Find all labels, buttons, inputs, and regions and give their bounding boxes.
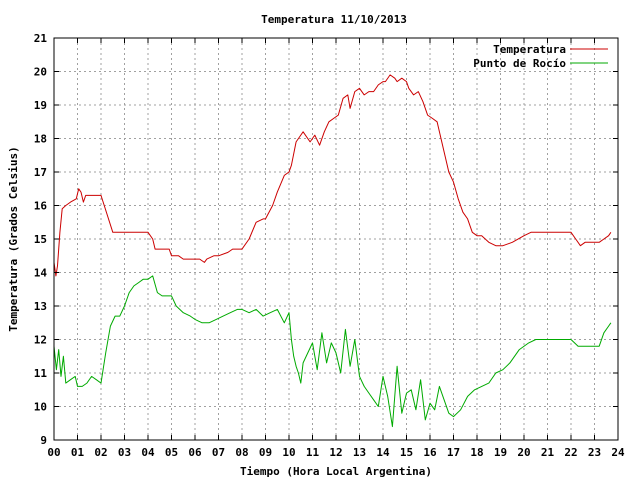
series-layer bbox=[53, 74, 612, 428]
y-tick-label: 15 bbox=[34, 233, 47, 246]
y-tick-label: 20 bbox=[34, 66, 47, 79]
y-tick-label: 9 bbox=[40, 434, 47, 447]
legend-label-0: Temperatura bbox=[493, 43, 566, 56]
x-tick-label: 12 bbox=[329, 446, 342, 459]
x-tick-label: 20 bbox=[517, 446, 530, 459]
x-axis-ticks: 00 01 02 03 04 05 06 07 08 09 10 11 12 13 14 15 16 17 18 19… bbox=[47, 38, 625, 459]
x-tick-label: 03 bbox=[118, 446, 131, 459]
series-line-0 bbox=[53, 74, 612, 277]
grid-lines bbox=[54, 38, 618, 440]
y-tick-label: 21 bbox=[34, 32, 48, 45]
series-line-1 bbox=[53, 275, 612, 428]
x-tick-label: 17 bbox=[447, 446, 460, 459]
x-tick-label: 24 bbox=[611, 446, 625, 459]
chart-title: Temperatura 11/10/2013 bbox=[261, 13, 407, 26]
y-tick-label: 13 bbox=[34, 300, 47, 313]
y-tick-label: 14 bbox=[34, 267, 48, 280]
x-tick-label: 11 bbox=[306, 446, 320, 459]
y-tick-label: 12 bbox=[34, 334, 47, 347]
x-tick-label: 18 bbox=[470, 446, 483, 459]
y-tick-label: 19 bbox=[34, 99, 47, 112]
x-tick-label: 09 bbox=[259, 446, 272, 459]
y-tick-label: 11 bbox=[34, 367, 48, 380]
legend-label-1: Punto de Rocío bbox=[473, 57, 566, 70]
x-tick-label: 16 bbox=[423, 446, 437, 459]
x-tick-label: 23 bbox=[588, 446, 601, 459]
y-axis-ticks: 9 10 11 12 13 14 15 16 17 18 19 20 21 bbox=[34, 32, 618, 447]
y-tick-label: 10 bbox=[34, 401, 47, 414]
x-tick-label: 13 bbox=[353, 446, 366, 459]
x-tick-label: 14 bbox=[376, 446, 390, 459]
y-axis-label: Temperatura (Grados Celsius) bbox=[7, 146, 20, 331]
x-tick-label: 04 bbox=[141, 446, 155, 459]
x-tick-label: 07 bbox=[212, 446, 225, 459]
x-tick-label: 02 bbox=[94, 446, 107, 459]
x-tick-label: 06 bbox=[188, 446, 202, 459]
x-tick-label: 01 bbox=[71, 446, 85, 459]
x-tick-label: 19 bbox=[494, 446, 507, 459]
x-tick-label: 05 bbox=[165, 446, 178, 459]
x-axis-label: Tiempo (Hora Local Argentina) bbox=[240, 465, 432, 478]
x-tick-label: 08 bbox=[235, 446, 248, 459]
x-tick-label: 00 bbox=[47, 446, 60, 459]
x-tick-label: 15 bbox=[400, 446, 413, 459]
y-tick-label: 18 bbox=[34, 133, 47, 146]
x-tick-label: 10 bbox=[282, 446, 295, 459]
y-tick-label: 16 bbox=[34, 200, 48, 213]
y-tick-label: 17 bbox=[34, 166, 47, 179]
x-tick-label: 21 bbox=[541, 446, 555, 459]
x-tick-label: 22 bbox=[564, 446, 577, 459]
